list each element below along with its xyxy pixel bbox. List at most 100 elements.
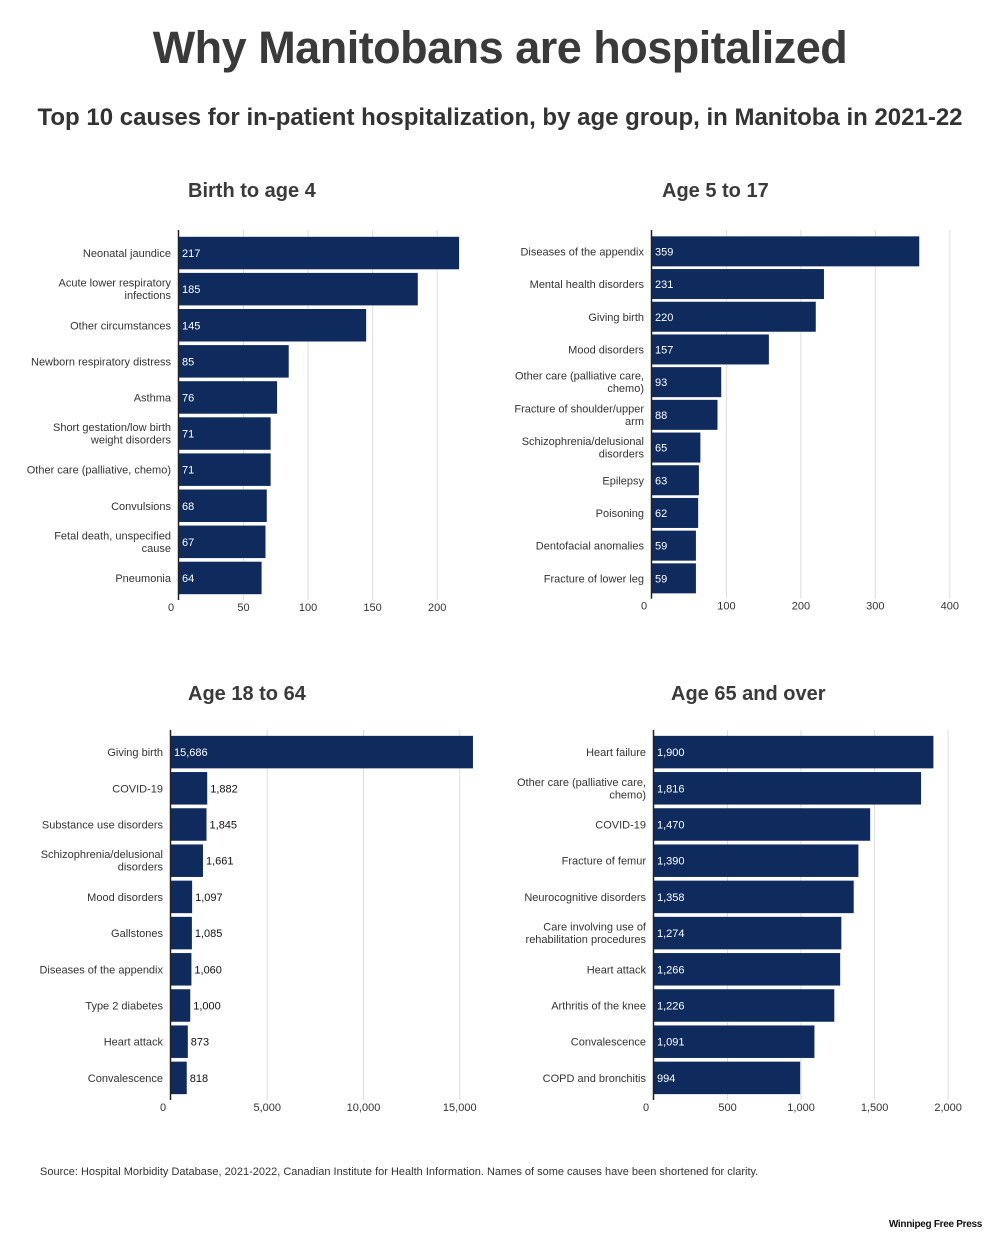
category-label-line: disorders: [599, 449, 645, 461]
category-label-line: Mood disorders: [568, 344, 644, 356]
category-label: Convalescence: [88, 1073, 163, 1085]
category-label: Fetal death, unspecified cause: [54, 530, 171, 555]
bar: [179, 489, 267, 522]
bar: [652, 465, 699, 496]
bar: [652, 236, 920, 267]
value-label: 359: [655, 246, 673, 258]
x-tick-label: 500: [718, 1102, 736, 1114]
value-label: 1,816: [657, 783, 685, 795]
value-label: 1,226: [657, 1001, 685, 1013]
category-label-line: chemo): [607, 383, 644, 395]
category-label-line: Fracture of femur: [562, 856, 647, 868]
x-tick-label: 100: [299, 602, 317, 614]
page-subtitle: Top 10 causes for in-patient hospitaliza…: [37, 104, 963, 131]
x-tick-label: 1,500: [861, 1102, 889, 1114]
bar: [179, 309, 367, 342]
category-label-line: Poisoning: [596, 508, 644, 520]
bar: [652, 334, 769, 365]
value-label: 1,274: [657, 928, 685, 940]
category-label-line: Asthma: [134, 392, 172, 404]
bar: [652, 497, 699, 528]
category-label-line: COVID-19: [595, 820, 646, 832]
value-label: 231: [655, 279, 673, 291]
category-label-line: weight disorders: [90, 435, 172, 447]
bar: [179, 525, 266, 559]
category-label: Mood disorders: [568, 344, 644, 356]
category-label: Fracture of femur: [562, 856, 647, 868]
category-label-line: Other care (palliative care,: [515, 371, 644, 383]
category-label: Neurocognitive disorders: [524, 892, 646, 904]
value-label: 217: [182, 248, 200, 260]
bar: [654, 989, 835, 1022]
bar: [179, 417, 271, 450]
category-label: Arthritis of the knee: [551, 1001, 646, 1013]
bar: [654, 844, 859, 877]
chart-age-65-and-over: 1,900 Heart failure 1,816 Other care (palli…: [517, 730, 962, 1114]
category-label-line: Heart attack: [104, 1037, 164, 1049]
category-label-line: cause: [142, 543, 171, 555]
category-label: Giving birth: [107, 747, 163, 759]
category-label-line: Convalescence: [571, 1037, 646, 1049]
value-label: 68: [182, 501, 194, 513]
bar: [654, 808, 871, 841]
value-label: 1,900: [657, 747, 685, 759]
value-label: 145: [182, 320, 200, 332]
bar: [652, 269, 824, 300]
category-label-line: Dentofacial anomalies: [536, 541, 645, 553]
x-tick-label: 300: [866, 601, 884, 613]
value-label: 71: [182, 465, 194, 477]
value-label: 1,390: [657, 856, 685, 868]
category-label-line: rehabilitation procedures: [526, 934, 647, 946]
category-label: Schizophrenia/delusional disorders: [41, 849, 164, 874]
bar: [171, 1025, 188, 1058]
category-label-line: Diseases of the appendix: [39, 964, 163, 976]
bar: [179, 381, 278, 414]
category-label-line: Neurocognitive disorders: [524, 892, 646, 904]
category-label-line: COVID-19: [112, 783, 163, 795]
category-label-line: arm: [625, 416, 644, 428]
value-label: 76: [182, 392, 194, 404]
category-label: COPD and bronchitis: [543, 1073, 647, 1085]
category-label: Other care (palliative, chemo): [27, 465, 171, 477]
category-label-line: chemo): [609, 789, 646, 801]
x-tick-label: 0: [643, 1102, 649, 1114]
category-label-line: Schizophrenia/delusional: [41, 849, 163, 861]
category-label: Poisoning: [596, 508, 644, 520]
value-label: 1,060: [194, 964, 222, 976]
bar: [171, 916, 192, 950]
category-label-line: COPD and bronchitis: [543, 1073, 647, 1085]
category-label-line: Short gestation/low birth: [53, 422, 171, 434]
category-label: Acute lower respiratory infections: [59, 278, 172, 303]
category-label-line: Care involving use of: [543, 922, 647, 934]
category-label-line: Giving birth: [107, 747, 163, 759]
category-label-line: Other care (palliative care,: [517, 777, 646, 789]
value-label: 1,882: [210, 783, 238, 795]
value-label: 59: [655, 573, 667, 585]
bar: [652, 563, 696, 594]
x-tick-label: 5,000: [253, 1102, 281, 1114]
value-label: 818: [190, 1073, 208, 1085]
x-tick-label: 200: [428, 602, 446, 614]
value-label: 85: [182, 356, 194, 368]
chart-title-65-plus: Age 65 and over: [671, 683, 826, 705]
x-tick-label: 0: [168, 602, 174, 614]
x-tick-label: 50: [237, 602, 249, 614]
value-label: 93: [655, 377, 667, 389]
chart-age-5-to-17: 359 Diseases of the appendix 231 Mental hea…: [514, 230, 959, 613]
bar: [654, 772, 922, 805]
category-label-line: Other circumstances: [70, 320, 171, 332]
bar: [171, 772, 208, 805]
category-label: Asthma: [134, 392, 172, 404]
category-label: Short gestation/low birth weight disorder…: [53, 422, 172, 447]
value-label: 1,845: [210, 820, 238, 832]
value-label: 62: [655, 508, 667, 520]
bar: [179, 236, 460, 270]
value-label: 15,686: [174, 747, 208, 759]
x-tick-label: 100: [717, 601, 735, 613]
category-label-line: Convulsions: [111, 501, 171, 513]
category-label-line: Fracture of lower leg: [544, 573, 644, 585]
publisher-logo: Winnipeg Free Press: [888, 1219, 982, 1230]
bar: [171, 989, 191, 1022]
value-label: 1,097: [195, 892, 223, 904]
category-label: Type 2 diabetes: [85, 1001, 163, 1013]
